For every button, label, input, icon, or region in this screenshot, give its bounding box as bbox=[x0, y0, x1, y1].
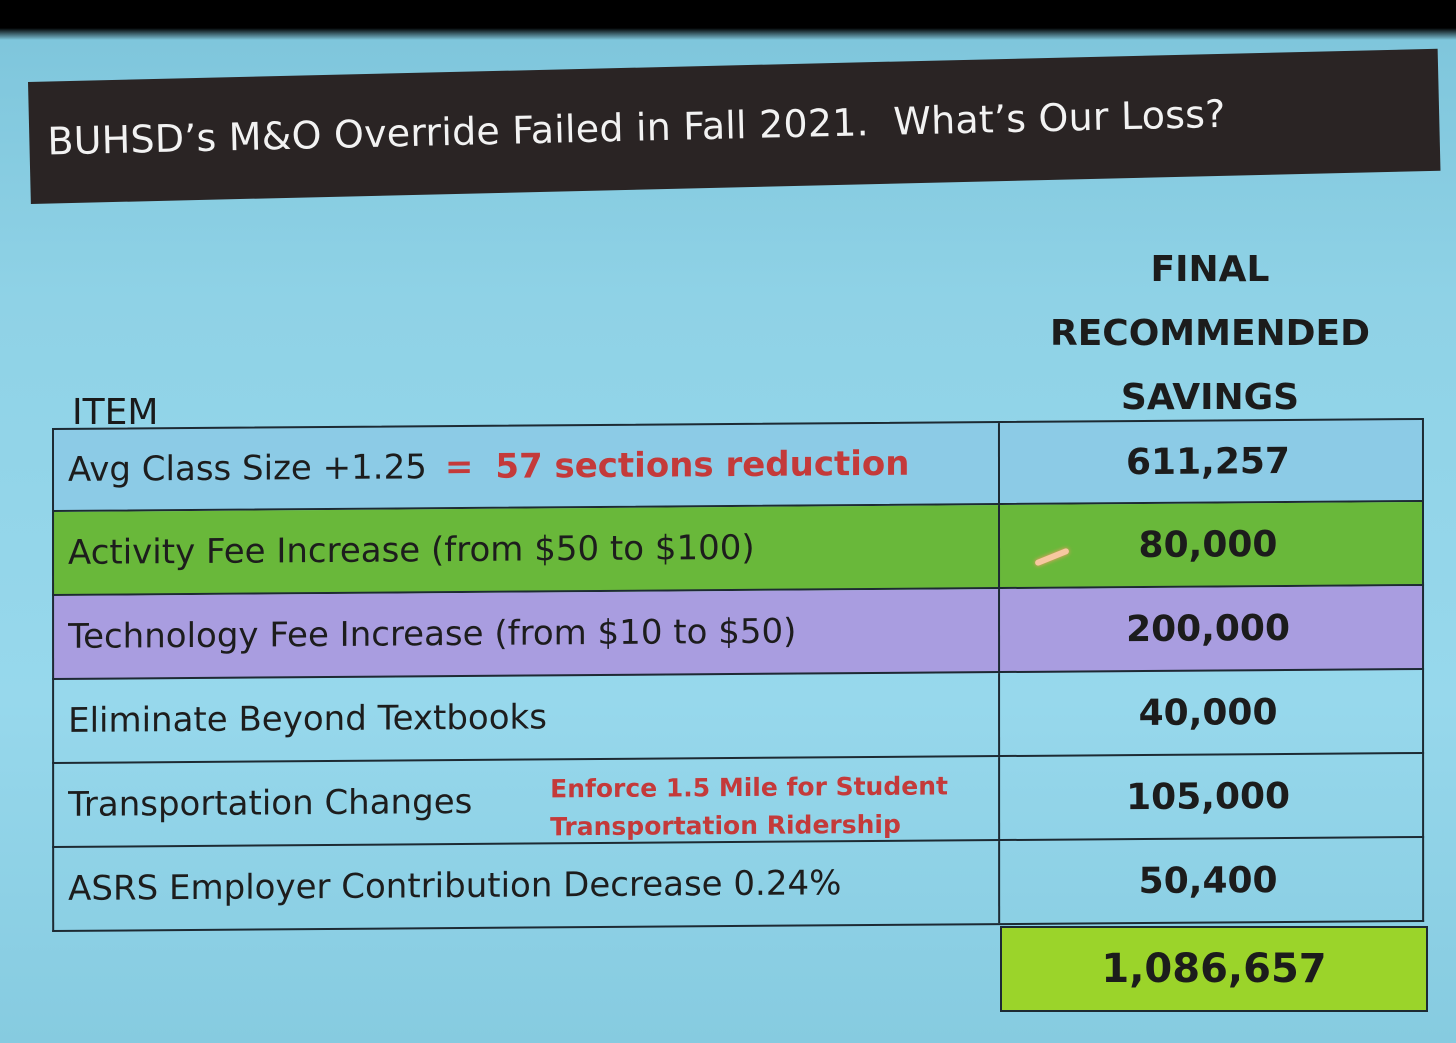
item-cell: Eliminate Beyond Textbooks bbox=[54, 673, 1001, 762]
item-label: Transportation Changes bbox=[68, 781, 473, 825]
item-note-line-2: Transportation Ridership bbox=[550, 809, 901, 842]
item-note: Enforce 1.5 Mile for Student Transportat… bbox=[550, 767, 948, 846]
table-row: Avg Class Size +1.25 = 57 sections reduc… bbox=[52, 417, 1424, 513]
savings-column-header: FINAL RECOMMENDED SAVINGS bbox=[1030, 238, 1390, 430]
item-cell: Technology Fee Increase (from $10 to $50… bbox=[54, 589, 1001, 678]
item-label: Avg Class Size +1.25 bbox=[68, 447, 427, 490]
savings-value: 50,400 bbox=[1138, 859, 1278, 902]
title-banner: BUHSD’s M&O Override Failed in Fall 2021… bbox=[28, 48, 1441, 204]
item-label: Technology Fee Increase (from $10 to $50… bbox=[68, 611, 797, 657]
savings-value: 80,000 bbox=[1138, 523, 1278, 566]
savings-value: 40,000 bbox=[1138, 691, 1278, 734]
item-label: ASRS Employer Contribution Decrease 0.24… bbox=[68, 863, 842, 909]
item-note: 57 sections reduction bbox=[495, 443, 910, 487]
item-cell: Transportation Changes Enforce 1.5 Mile … bbox=[54, 757, 1001, 846]
total-savings-cell: 1,086,657 bbox=[1000, 926, 1428, 1012]
savings-header-line-1: FINAL bbox=[1150, 249, 1270, 290]
item-label: Activity Fee Increase (from $50 to $100) bbox=[68, 527, 755, 573]
item-cell: ASRS Employer Contribution Decrease 0.24… bbox=[54, 841, 1001, 930]
equals-sign: = bbox=[444, 446, 474, 488]
savings-value: 105,000 bbox=[1126, 775, 1291, 818]
savings-table: Avg Class Size +1.25 = 57 sections reduc… bbox=[52, 417, 1425, 933]
item-note-line-1: Enforce 1.5 Mile for Student bbox=[550, 771, 948, 804]
savings-value: 611,257 bbox=[1125, 440, 1290, 483]
table-row: Eliminate Beyond Textbooks 40,000 bbox=[52, 669, 1425, 765]
savings-value: 200,000 bbox=[1126, 607, 1291, 650]
item-cell: Avg Class Size +1.25 = 57 sections reduc… bbox=[54, 423, 1001, 510]
table-row: Activity Fee Increase (from $50 to $100)… bbox=[52, 501, 1425, 597]
table-row: ASRS Employer Contribution Decrease 0.24… bbox=[52, 837, 1425, 933]
item-label: Eliminate Beyond Textbooks bbox=[68, 697, 547, 741]
item-cell: Activity Fee Increase (from $50 to $100) bbox=[54, 505, 1001, 594]
item-column-header: ITEM bbox=[72, 392, 159, 433]
slide-title: BUHSD’s M&O Override Failed in Fall 2021… bbox=[46, 91, 1226, 164]
savings-header-line-2: RECOMMENDED bbox=[1049, 313, 1371, 354]
savings-header-line-3: SAVINGS bbox=[1120, 377, 1300, 418]
table-row: Technology Fee Increase (from $10 to $50… bbox=[52, 585, 1425, 681]
table-row: Transportation Changes Enforce 1.5 Mile … bbox=[52, 753, 1425, 849]
